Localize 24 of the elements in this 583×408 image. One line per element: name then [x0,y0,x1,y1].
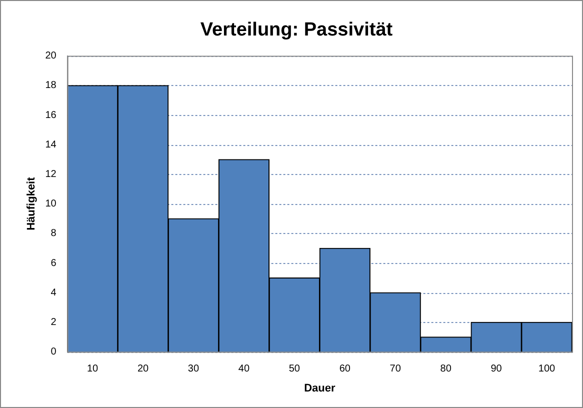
x-tick-label: 100 [538,364,556,375]
y-tick-label: 2 [50,316,57,328]
x-tick-label: 20 [137,364,150,375]
y-tick-label: 14 [45,139,57,150]
y-tick-label: 6 [50,258,57,269]
x-tick-label: 50 [288,364,300,375]
chart-title: Verteilung: Passivität [200,20,394,41]
x-tick-label: 40 [238,364,250,375]
x-tick-label: 60 [339,364,351,375]
x-tick-label: 70 [390,364,402,375]
y-tick-label: 16 [45,110,57,121]
x-tick-label: 10 [86,364,99,375]
y-tick-label: 18 [45,80,57,92]
y-tick-label: 8 [50,228,57,240]
y-tick-label: 10 [45,198,57,210]
x-axis-title: Dauer [304,382,336,394]
x-tick-label: 80 [440,364,452,375]
y-tick-label: 0 [50,346,57,358]
x-tick-label: 30 [188,364,200,375]
y-tick-label: 12 [45,168,57,180]
y-tick-label: 20 [45,50,57,62]
y-tick-label: 4 [50,287,57,298]
y-axis-title: Häufigkeit [26,176,38,230]
x-tick-label: 90 [490,364,502,375]
